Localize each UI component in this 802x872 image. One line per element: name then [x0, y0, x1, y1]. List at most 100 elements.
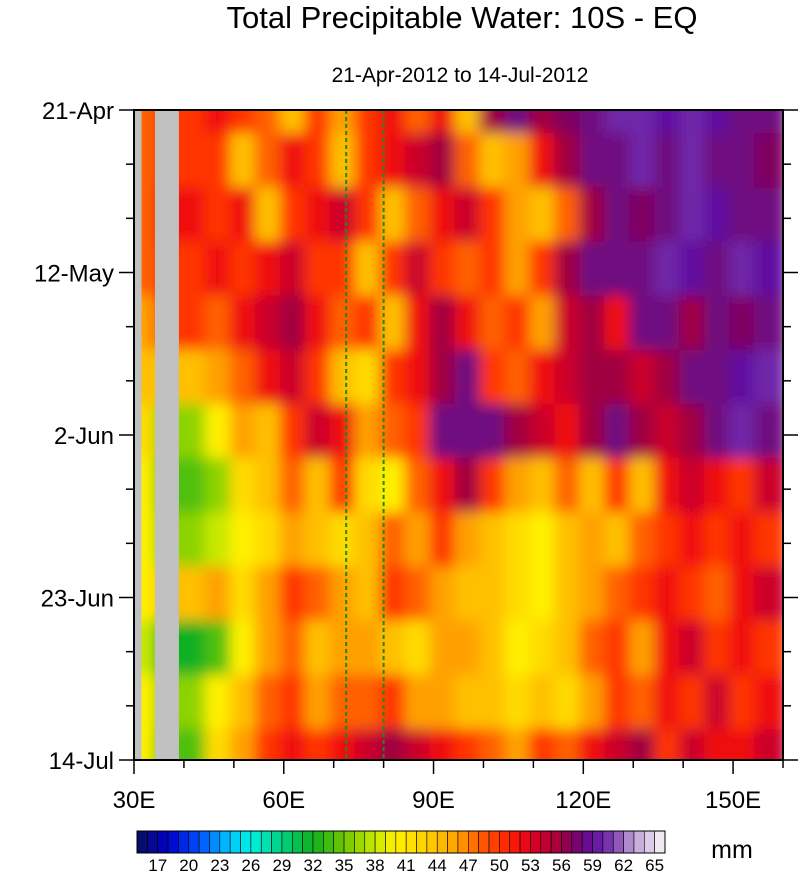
- colorbar-label: 56: [552, 856, 571, 872]
- heatmap-cell: [754, 620, 783, 683]
- heatmap-cell: [754, 674, 783, 737]
- colorbar-label: 23: [210, 856, 229, 872]
- colorbar-swatch: [447, 830, 459, 854]
- heatmap-cell: [754, 187, 783, 250]
- colorbar-swatch: [364, 830, 376, 854]
- colorbar-label: 17: [148, 856, 167, 872]
- colorbar-swatch: [343, 830, 355, 854]
- colorbar-swatch: [385, 830, 397, 854]
- colorbar-label: 20: [179, 856, 198, 872]
- colorbar-swatch: [457, 830, 469, 854]
- colorbar-swatch: [240, 830, 252, 854]
- heatmap-cell: [754, 349, 783, 412]
- colorbar-swatch: [602, 830, 614, 854]
- colorbar-swatch: [374, 830, 386, 854]
- x-tick-label: 120E: [555, 787, 611, 814]
- x-tick-label: 90E: [412, 787, 455, 814]
- colorbar-swatch: [405, 830, 417, 854]
- x-tick-label: 150E: [705, 787, 761, 814]
- colorbar-units: mm: [711, 836, 753, 864]
- colorbar-swatch: [302, 830, 314, 854]
- reference-lines: [345, 110, 385, 760]
- colorbar-swatch: [178, 830, 190, 854]
- heatmap-cell: [754, 458, 783, 521]
- colorbar-label: 29: [272, 856, 291, 872]
- y-tick-label: 2-Jun: [54, 423, 114, 450]
- y-tick-label: 23-Jun: [41, 586, 114, 613]
- colorbar-swatch: [260, 830, 272, 854]
- colorbar-swatch: [229, 830, 241, 854]
- colorbar-swatch: [426, 830, 438, 854]
- missing-data-regions: [134, 110, 179, 760]
- colorbar-swatch: [550, 830, 562, 854]
- colorbar-label: 65: [645, 856, 664, 872]
- colorbar-swatch: [561, 830, 573, 854]
- colorbar-swatch: [499, 830, 511, 854]
- colorbar-swatch: [571, 830, 583, 854]
- colorbar-swatch: [198, 830, 210, 854]
- axes: 30E 60E 90E 120E 150E 21-Apr 12-May 2-Jun 23-Jun…: [34, 98, 798, 814]
- colorbar-swatch: [581, 830, 593, 854]
- colorbar-label: 53: [521, 856, 540, 872]
- colorbar-swatch: [530, 830, 542, 854]
- colorbar-swatch: [250, 830, 262, 854]
- colorbar-swatch: [281, 830, 293, 854]
- colorbar-swatch: [219, 830, 231, 854]
- colorbar-swatch: [436, 830, 448, 854]
- colorbar-swatch: [136, 830, 148, 854]
- colorbar-swatch: [643, 830, 655, 854]
- colorbar-swatch: [271, 830, 283, 854]
- colorbar: 17 20 23 26 29 32 35 38 41 44 47 50 53 56 59 62 65: [136, 830, 666, 872]
- colorbar-swatch: [312, 830, 324, 854]
- colorbar-swatch: [467, 830, 479, 854]
- colorbar-swatch: [623, 830, 635, 854]
- colorbar-swatch: [478, 830, 490, 854]
- colorbar-label: 50: [490, 856, 509, 872]
- colorbar-swatch: [540, 830, 552, 854]
- colorbar-swatch: [209, 830, 221, 854]
- colorbar-label: 38: [366, 856, 385, 872]
- colorbar-frame: [136, 830, 666, 854]
- heatmap-cell: [754, 403, 783, 467]
- heatmap-cell: [754, 566, 783, 629]
- colorbar-swatch: [188, 830, 200, 854]
- colorbar-label: 41: [397, 856, 416, 872]
- x-tick-label: 60E: [262, 787, 305, 814]
- colorbar-swatch: [519, 830, 531, 854]
- heatmap-cell: [754, 241, 783, 304]
- colorbar-swatch: [291, 830, 303, 854]
- colorbar-swatch: [509, 830, 521, 854]
- colorbar-swatch: [654, 830, 666, 854]
- colorbar-label: 62: [614, 856, 633, 872]
- colorbar-label: 47: [459, 856, 478, 872]
- colorbar-swatch: [592, 830, 604, 854]
- x-tick-label: 30E: [113, 787, 156, 814]
- missing-strip: [134, 110, 142, 760]
- colorbar-swatch: [333, 830, 345, 854]
- colorbar-label: 59: [583, 856, 602, 872]
- chart-subtitle: 21-Apr-2012 to 14-Jul-2012: [332, 64, 589, 87]
- colorbar-swatch: [323, 830, 335, 854]
- colorbar-swatch: [488, 830, 500, 854]
- colorbar-swatch: [416, 830, 428, 854]
- colorbar-label: 26: [241, 856, 260, 872]
- heatmap-cell: [754, 512, 783, 575]
- colorbar-swatch: [633, 830, 645, 854]
- chart-title: Total Precipitable Water: 10S - EQ: [227, 0, 698, 35]
- colorbar-swatch: [157, 830, 169, 854]
- y-tick-label: 12-May: [34, 261, 114, 288]
- missing-strip: [154, 110, 179, 760]
- y-tick-label: 21-Apr: [42, 98, 114, 125]
- colorbar-label: 32: [304, 856, 323, 872]
- colorbar-swatch: [612, 830, 624, 854]
- colorbar-swatch: [147, 830, 159, 854]
- colorbar-label: 44: [428, 856, 447, 872]
- heatmap-cell: [754, 295, 783, 358]
- y-tick-label: 14-Jul: [49, 748, 114, 775]
- heatmap-cells: [134, 110, 783, 760]
- colorbar-swatch: [167, 830, 179, 854]
- colorbar-swatch: [354, 830, 366, 854]
- heatmap-cell: [754, 728, 783, 760]
- heatmap-cell: [754, 133, 783, 196]
